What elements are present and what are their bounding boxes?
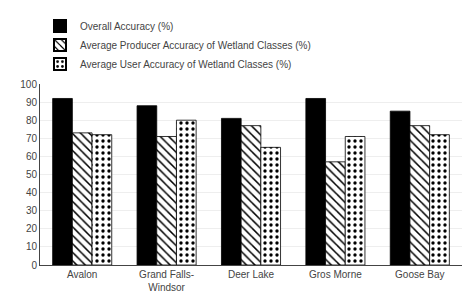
- svg-text:10: 10: [26, 241, 38, 252]
- svg-text:Overall Accuracy (%): Overall Accuracy (%): [80, 21, 173, 32]
- svg-text:Gros Morne: Gros Morne: [309, 269, 362, 280]
- svg-text:90: 90: [26, 97, 38, 108]
- svg-text:80: 80: [26, 115, 38, 126]
- svg-text:Average Producer Accuracy of W: Average Producer Accuracy of Wetland Cla…: [80, 40, 311, 51]
- svg-text:Deer Lake: Deer Lake: [228, 269, 275, 280]
- svg-text:Avalon: Avalon: [67, 269, 97, 280]
- svg-text:70: 70: [26, 133, 38, 144]
- svg-text:100: 100: [20, 79, 37, 90]
- svg-text:40: 40: [26, 187, 38, 198]
- svg-text:Goose Bay: Goose Bay: [395, 269, 444, 280]
- svg-text:0: 0: [31, 260, 37, 271]
- svg-text:Grand Falls-Windsor: Grand Falls-Windsor: [139, 269, 194, 293]
- svg-text:50: 50: [26, 169, 38, 180]
- svg-text:20: 20: [26, 223, 38, 234]
- svg-text:60: 60: [26, 151, 38, 162]
- svg-text:Average User Accuracy of Wetla: Average User Accuracy of Wetland Classes…: [80, 59, 291, 70]
- svg-text:30: 30: [26, 205, 38, 216]
